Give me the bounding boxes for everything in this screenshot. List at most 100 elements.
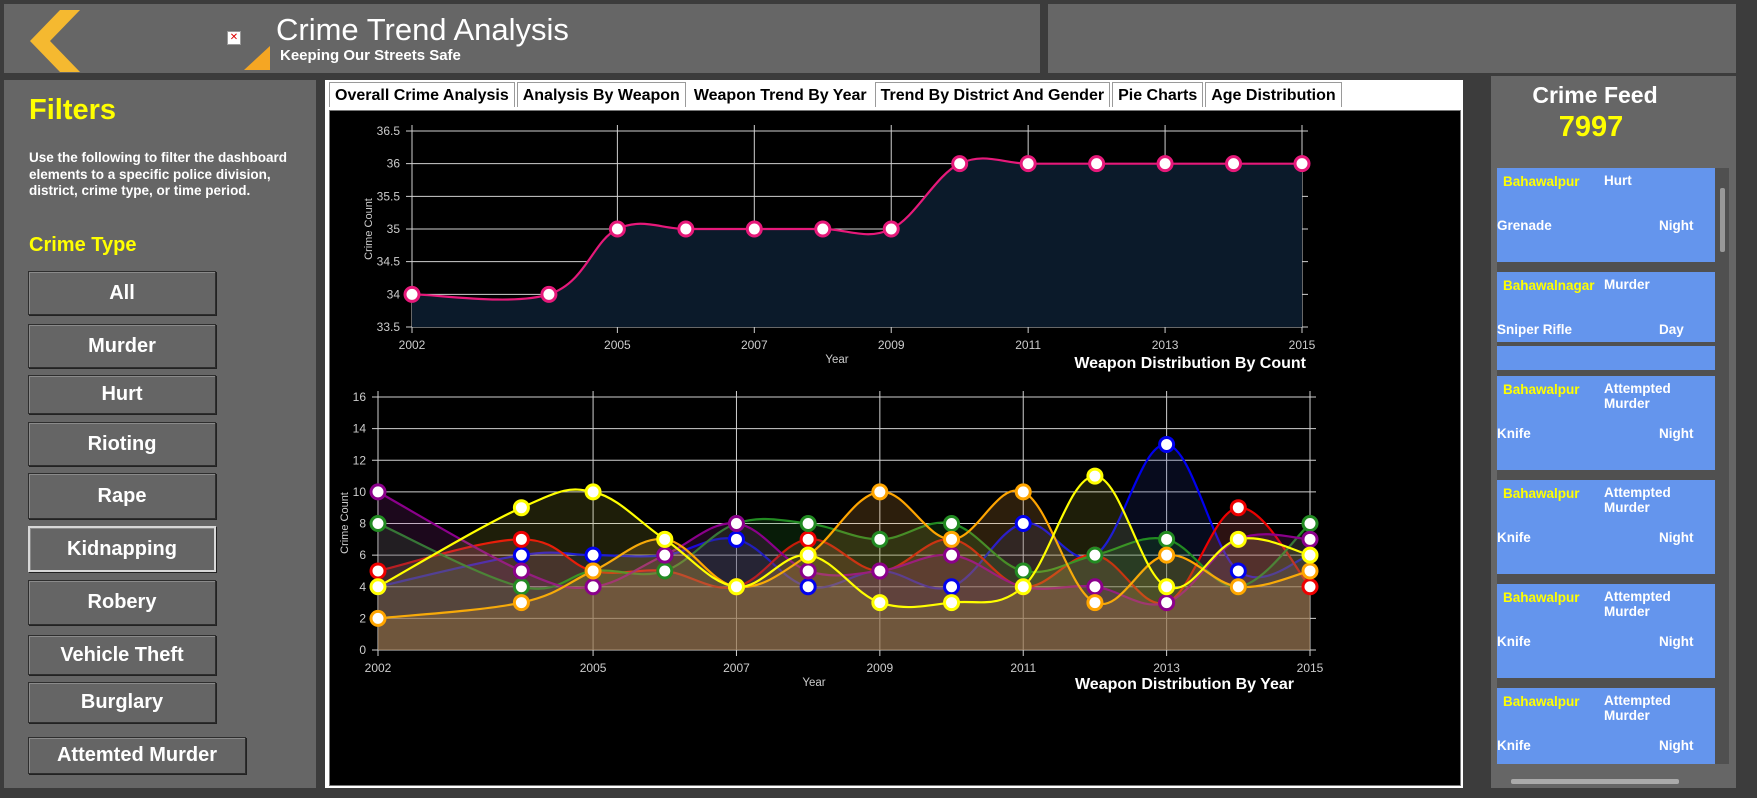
logo-triangle-icon — [244, 46, 270, 70]
header-right-panel — [1048, 4, 1736, 73]
x-tick-label: 2015 — [1289, 338, 1316, 352]
data-point — [799, 562, 817, 580]
data-point — [403, 285, 421, 303]
data-point — [369, 609, 387, 627]
x-tick-label: 2002 — [365, 661, 392, 675]
feed-item[interactable]: Bahawalpur Attempted Murder Knife Night — [1497, 376, 1715, 470]
data-point — [1158, 435, 1176, 453]
feed-item-crime: Hurt — [1604, 173, 1632, 188]
feed-count: 7997 — [1558, 111, 1624, 143]
feed-item-weapon: Knife — [1497, 738, 1531, 753]
x-tick-label: 2009 — [866, 661, 893, 675]
feed-item-district: Bahawalpur — [1503, 486, 1580, 501]
tab-age-distribution[interactable]: Age Distribution — [1205, 82, 1342, 107]
data-point — [799, 530, 817, 548]
filter-button-attemted-murder[interactable]: Attemted Murder — [28, 737, 246, 774]
filter-button-rioting[interactable]: Rioting — [28, 422, 216, 466]
data-point — [1158, 578, 1176, 596]
x-axis-label: Year — [825, 354, 848, 366]
data-point — [369, 515, 387, 532]
filters-description: Use the following to filter the dashboar… — [29, 150, 288, 198]
data-point — [1086, 578, 1104, 596]
feed-item[interactable]: Bahawalpur Attempted Murder Knife Night — [1497, 584, 1715, 678]
series-area — [378, 490, 1310, 650]
data-point — [871, 562, 889, 580]
y-tick-label: 4 — [359, 580, 366, 594]
x-tick-label: 2009 — [878, 338, 905, 352]
x-tick-label: 2005 — [580, 661, 607, 675]
y-tick-label: 35.5 — [377, 189, 401, 203]
feed-list[interactable]: Bahawalpur Hurt Grenade Night Bahawalnag… — [1497, 168, 1729, 764]
tab-bar: Overall Crime Analysis Analysis By Weapo… — [329, 82, 1344, 108]
y-tick-label: 34.5 — [377, 255, 401, 269]
y-tick-label: 10 — [353, 485, 367, 499]
data-point — [1086, 467, 1104, 485]
data-point — [1086, 546, 1104, 564]
feed-item[interactable]: Bahawalpur Attempted Murder Knife Night — [1497, 480, 1715, 574]
data-point — [677, 220, 695, 238]
series-area — [378, 491, 1310, 650]
filter-button-burglary[interactable]: Burglary — [28, 682, 216, 723]
feed-item-crime: Attempted Murder — [1604, 485, 1671, 515]
filter-button-kidnapping[interactable]: Kidnapping — [28, 526, 216, 572]
y-tick-label: 33.5 — [377, 320, 401, 334]
data-point — [1229, 499, 1247, 517]
y-tick-label: 16 — [353, 390, 367, 404]
data-point — [1229, 578, 1247, 596]
tab-pie-charts[interactable]: Pie Charts — [1112, 82, 1204, 107]
data-point — [871, 483, 889, 501]
filter-button-hurt[interactable]: Hurt — [28, 375, 216, 414]
data-point — [1156, 155, 1174, 173]
data-point — [871, 530, 889, 548]
tab-trend-by-district-and-gender[interactable]: Trend By District And Gender — [874, 82, 1111, 107]
series-area — [378, 507, 1310, 650]
data-point — [369, 483, 387, 501]
feed-item-spacer — [1497, 346, 1715, 370]
feed-item-time: Day — [1659, 322, 1684, 337]
feed-item[interactable]: Bahawalpur Hurt Grenade Night — [1497, 168, 1715, 262]
data-point — [1301, 578, 1319, 596]
x-tick-label: 2011 — [1010, 661, 1036, 675]
data-point — [512, 546, 530, 564]
data-point — [799, 515, 817, 532]
data-point — [1301, 530, 1319, 548]
back-arrow-icon[interactable] — [26, 10, 90, 72]
app-title: Crime Trend Analysis — [276, 12, 569, 47]
data-point — [799, 578, 817, 596]
feed-vertical-scrollbar[interactable] — [1720, 188, 1725, 252]
data-point — [1301, 546, 1319, 564]
header-bar: ✕ Crime Trend Analysis Keeping Our Stree… — [4, 4, 1040, 73]
filter-button-all[interactable]: All — [28, 271, 216, 315]
filter-button-rape[interactable]: Rape — [28, 473, 216, 519]
tab-overall-crime-analysis[interactable]: Overall Crime Analysis — [329, 82, 515, 107]
data-point — [1229, 562, 1247, 580]
filter-button-vehicle-theft[interactable]: Vehicle Theft — [28, 635, 216, 675]
data-point — [943, 594, 961, 612]
data-point — [608, 220, 626, 238]
data-point — [1158, 530, 1176, 548]
feed-item-time: Night — [1659, 218, 1694, 233]
y-tick-label: 6 — [359, 548, 366, 562]
tab-weapon-trend-by-year[interactable]: Weapon Trend By Year — [687, 82, 873, 107]
data-point — [1225, 155, 1243, 173]
data-point — [871, 594, 889, 612]
data-point — [943, 546, 961, 564]
data-point — [882, 220, 900, 238]
filter-button-robery[interactable]: Robery — [28, 580, 216, 625]
feed-item[interactable]: Bahawalpur Attempted Murder Knife Night — [1497, 688, 1715, 764]
x-tick-label: 2011 — [1015, 338, 1041, 352]
data-point — [512, 499, 530, 517]
filter-button-murder[interactable]: Murder — [28, 324, 216, 368]
feed-horizontal-scrollbar[interactable] — [1511, 779, 1679, 784]
data-point — [1301, 515, 1319, 532]
x-tick-label: 2002 — [399, 338, 426, 352]
data-point — [584, 562, 602, 580]
tab-analysis-by-weapon[interactable]: Analysis By Weapon — [516, 82, 686, 107]
chart-title: Weapon Distribution By Count — [1074, 355, 1306, 372]
data-point — [1229, 530, 1247, 548]
app-subtitle: Keeping Our Streets Safe — [280, 47, 461, 64]
feed-item[interactable]: Bahawalnagar Murder Sniper Rifle Day — [1497, 272, 1715, 342]
data-point — [943, 530, 961, 548]
feed-item-weapon: Knife — [1497, 634, 1531, 649]
